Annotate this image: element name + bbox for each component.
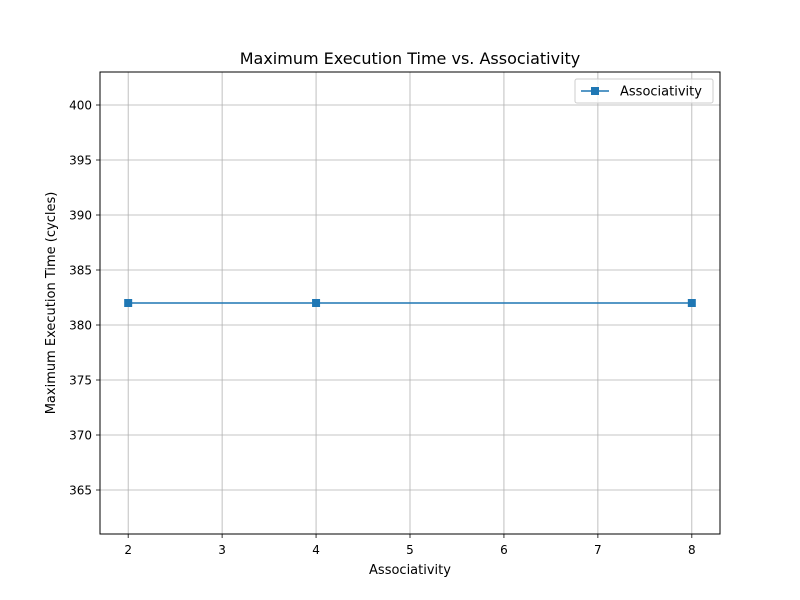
x-tick-label: 2 [124, 543, 132, 557]
y-tick-label: 365 [69, 484, 92, 498]
axis-ticks: 2 3 4 5 6 7 8 365 370 375 380 385 390 395 400 [69, 99, 696, 558]
y-tick-label: 390 [69, 209, 92, 223]
legend-marker-swatch [591, 87, 599, 95]
legend: Associativity [574, 78, 714, 104]
y-tick-label: 370 [69, 429, 92, 443]
x-tick-label: 5 [406, 543, 414, 557]
y-tick-label: 385 [69, 264, 92, 278]
x-axis-label: Associativity [369, 563, 451, 578]
data-point-marker [124, 299, 133, 307]
y-tick-label: 400 [69, 99, 92, 113]
x-tick-label: 3 [218, 543, 226, 557]
x-tick-label: 7 [594, 543, 602, 557]
data-point-marker [687, 299, 696, 307]
data-point-marker [312, 299, 321, 307]
y-tick-label: 380 [69, 319, 92, 333]
legend-box [574, 78, 714, 104]
series [124, 299, 696, 307]
y-axis-label: Maximum Execution Time (cycles) [44, 192, 59, 415]
chart-title: Maximum Execution Time vs. Associativity [240, 49, 581, 68]
y-tick-label: 395 [69, 154, 92, 168]
legend-label: Associativity [620, 85, 702, 100]
y-tick-label: 375 [69, 374, 92, 388]
x-tick-label: 8 [688, 543, 696, 557]
x-tick-label: 6 [500, 543, 508, 557]
x-tick-label: 4 [312, 543, 320, 557]
